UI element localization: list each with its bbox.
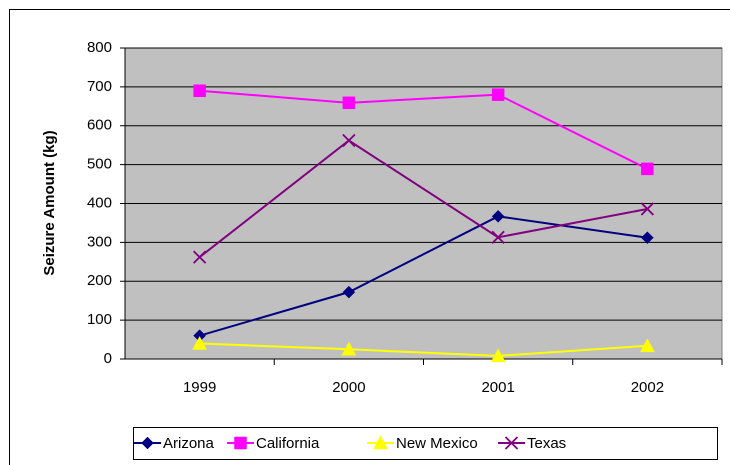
marker [491, 209, 505, 223]
legend-marker [504, 436, 519, 450]
legend-label: California [256, 435, 320, 452]
marker [640, 202, 655, 216]
x-tick-label: 2000 [332, 379, 365, 396]
y-axis-title: Seizure Amount (kg) [41, 130, 58, 275]
y-tick-label: 0 [104, 350, 112, 367]
marker [641, 231, 654, 245]
x-tick-label: 2002 [631, 379, 664, 396]
marker [341, 341, 357, 356]
marker [491, 88, 505, 101]
marker [193, 84, 206, 98]
legend-marker [373, 435, 388, 450]
x-tick-label: 1999 [183, 379, 216, 396]
legend-label: Texas [527, 435, 566, 452]
legend-label: New Mexico [396, 435, 478, 452]
marker [192, 250, 207, 264]
legend-label: Arizona [163, 435, 215, 452]
series-line [199, 139, 648, 258]
y-tick-label: 300 [87, 233, 112, 250]
y-tick-label: 200 [87, 272, 112, 289]
y-tick-label: 800 [87, 39, 112, 56]
marker [639, 338, 655, 353]
series-line [199, 342, 648, 357]
y-tick-label: 100 [87, 311, 112, 328]
marker [490, 348, 506, 363]
marker [342, 285, 356, 299]
y-tick-label: 600 [87, 117, 112, 134]
marker [342, 96, 356, 110]
series-line [199, 215, 648, 337]
x-tick-label: 2001 [481, 379, 514, 396]
y-tick-label: 400 [87, 194, 112, 211]
y-tick-label: 500 [87, 156, 112, 173]
marker [192, 335, 208, 350]
legend-marker [141, 436, 154, 450]
marker [641, 162, 654, 176]
marker [342, 133, 356, 148]
marker [491, 230, 505, 244]
series-line [199, 89, 648, 170]
legend-marker [234, 436, 247, 450]
y-tick-label: 700 [87, 78, 112, 95]
